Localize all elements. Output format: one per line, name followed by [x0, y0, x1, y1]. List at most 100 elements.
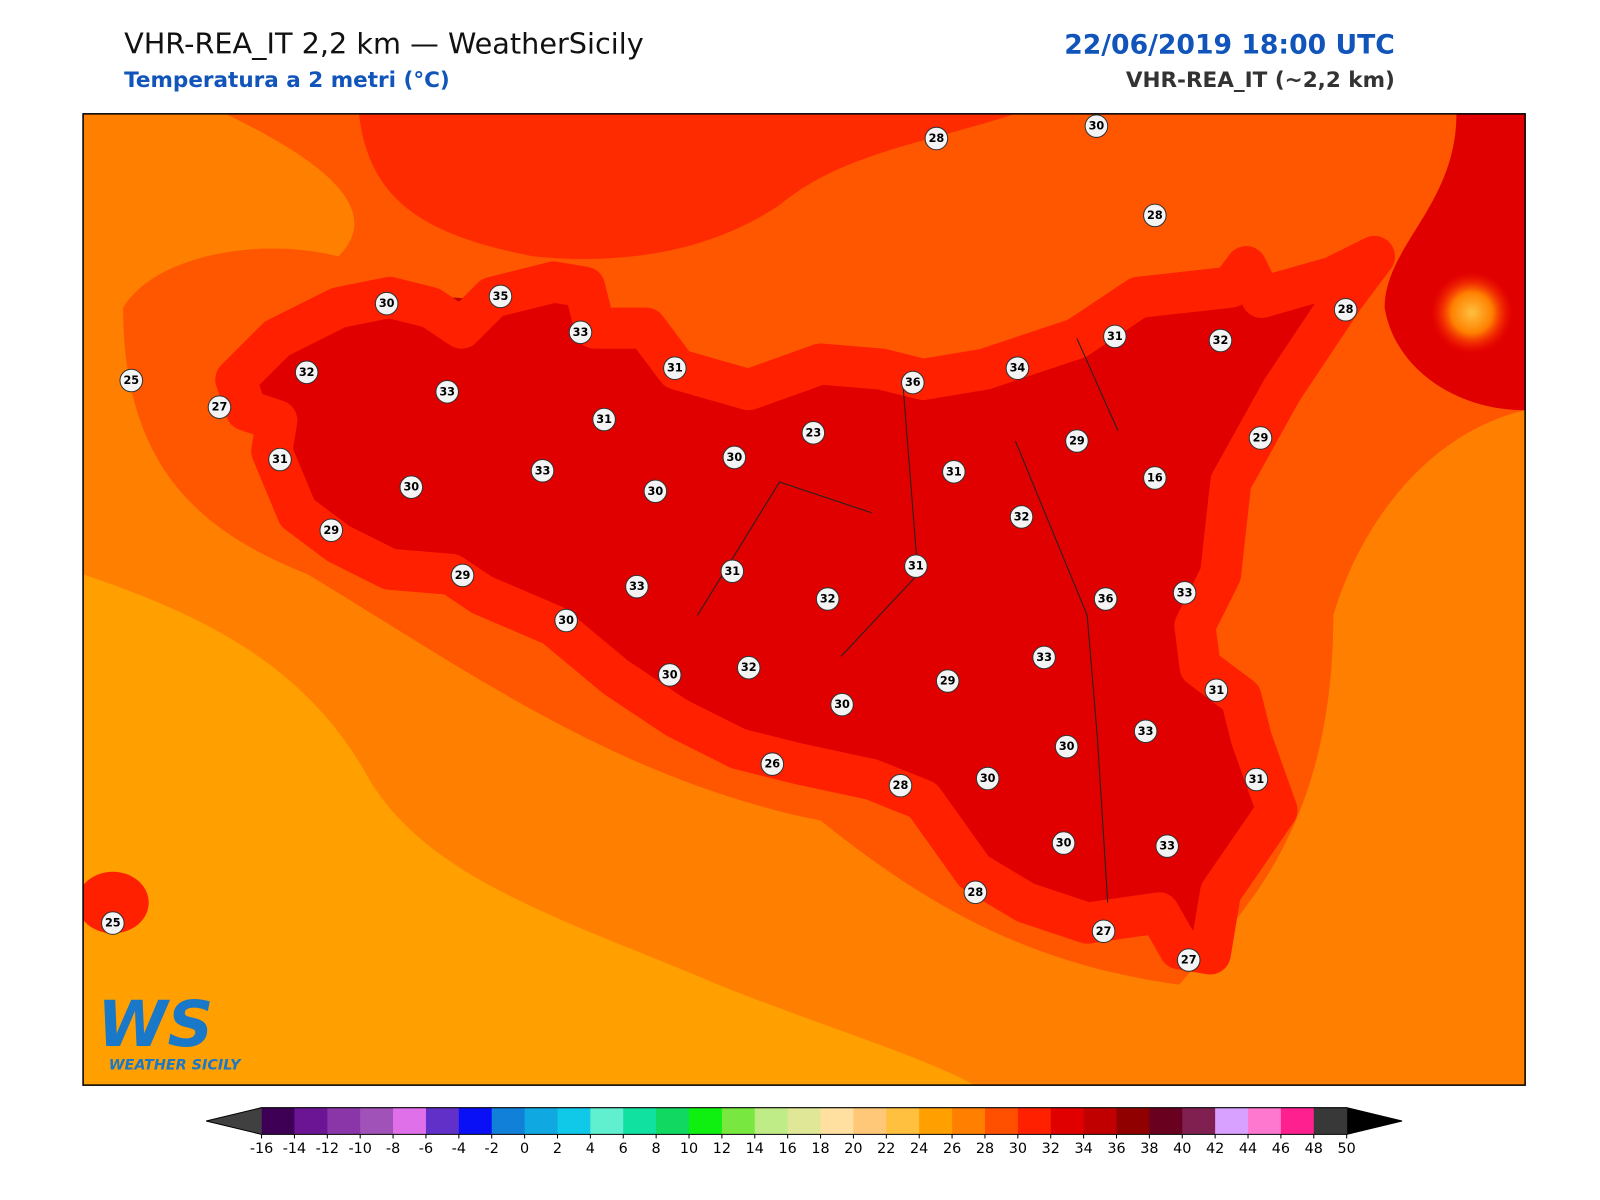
station-marker	[1155, 834, 1179, 858]
station-value: 31	[667, 362, 683, 375]
colorbar-segment	[327, 1107, 361, 1135]
station-value: 27	[212, 401, 228, 414]
station-value: 28	[1147, 209, 1163, 222]
colorbar-segment	[360, 1107, 394, 1135]
station-marker	[1172, 581, 1197, 605]
logo-mark: WS	[97, 987, 213, 1061]
station-marker	[207, 395, 232, 419]
station-marker	[1208, 328, 1233, 353]
colorbar-segment	[491, 1107, 526, 1135]
colorbar-tick-label: 38	[1140, 1141, 1158, 1157]
station-marker	[1244, 767, 1269, 792]
station-value: 27	[1181, 954, 1197, 967]
colorbar-tick-label: 24	[910, 1141, 928, 1157]
station-marker	[888, 773, 913, 798]
station-labels: 28 30 28 30 35 33 32 25 27 33 31 31 36 34 31 32 28 31 30 33…	[101, 114, 1358, 972]
colorbar-segment	[787, 1107, 822, 1135]
colorbar-over	[1346, 1107, 1403, 1135]
station-value: 31	[724, 565, 740, 578]
colorbar-tick-label: 14	[746, 1141, 764, 1157]
station-marker	[1103, 324, 1127, 349]
colorbar-segment	[1083, 1107, 1118, 1135]
colorbar-segment	[1215, 1107, 1249, 1135]
station-value: 30	[558, 614, 574, 627]
station-marker	[374, 291, 399, 316]
colorbar-tick-label: 44	[1239, 1141, 1257, 1157]
station-value: 32	[820, 592, 836, 605]
station-marker	[1333, 297, 1358, 322]
station-value: 30	[834, 698, 850, 711]
station-marker	[399, 475, 424, 499]
colorbar-tick-label: -10	[348, 1141, 371, 1157]
colorbar-tick-label: 40	[1173, 1141, 1191, 1157]
station-marker	[935, 669, 960, 693]
colorbar-under	[206, 1107, 262, 1135]
logo-caption: WEATHER SICILY	[109, 1058, 242, 1074]
station-value: 31	[596, 413, 612, 426]
colorbar-tick-label: 20	[844, 1141, 862, 1157]
model: VHR-REA_IT (~2,2 km)	[1126, 68, 1395, 93]
colorbar-segment	[1182, 1107, 1216, 1135]
station-marker	[1032, 645, 1056, 670]
station-value: 31	[908, 560, 924, 573]
station-marker	[319, 518, 344, 543]
colorbar-segment	[952, 1107, 986, 1135]
station-value: 30	[379, 297, 395, 310]
colorbar-tick-label: 16	[779, 1141, 797, 1157]
station-marker	[101, 911, 125, 935]
colorbar-tick-label: 18	[811, 1141, 829, 1157]
station-value: 33	[535, 464, 551, 477]
colorbar-tick-label: 0	[520, 1141, 529, 1157]
station-value: 30	[1089, 120, 1105, 133]
station-marker	[901, 370, 925, 395]
colorbar-segment	[1116, 1107, 1150, 1135]
station-marker	[488, 284, 513, 309]
colorbar-segment	[458, 1107, 493, 1135]
colorbar-segment	[557, 1107, 591, 1135]
station-marker	[435, 380, 459, 404]
station-value: 29	[1069, 435, 1085, 448]
station-value: 32	[299, 366, 315, 379]
colorbar-segment	[721, 1107, 756, 1135]
map-frame	[82, 113, 1526, 1086]
station-marker	[450, 563, 475, 588]
colorbar-segment	[261, 1107, 295, 1135]
colorbar-segment	[689, 1107, 723, 1135]
station-value: 33	[573, 326, 589, 339]
colorbar-tick-label: 34	[1074, 1141, 1092, 1157]
colorbar-tick-label: 6	[619, 1141, 628, 1157]
station-value: 28	[1338, 303, 1354, 316]
station-value: 33	[1177, 586, 1193, 599]
station-marker	[720, 559, 745, 584]
station-value: 30	[662, 668, 678, 681]
station-marker	[1248, 426, 1273, 450]
station-value: 31	[272, 453, 288, 466]
colorbar-segment	[1313, 1107, 1348, 1135]
station-marker	[625, 574, 649, 599]
station-marker	[801, 421, 826, 445]
colorbar-segment	[754, 1107, 789, 1135]
colorbar-tick-label: -14	[283, 1141, 306, 1157]
colorbar-tick-label: 28	[976, 1141, 994, 1157]
station-value: 33	[1036, 651, 1052, 664]
station-value: 30	[648, 485, 664, 498]
colorbar-segment	[919, 1107, 953, 1135]
station-value: 30	[980, 772, 996, 785]
station-marker	[1133, 719, 1158, 744]
title: VHR-REA_IT 2,2 km — WeatherSicily	[124, 26, 644, 60]
station-marker	[1143, 203, 1167, 228]
station-marker	[1143, 466, 1167, 490]
station-marker	[942, 460, 966, 484]
colorbar-tick-label: -6	[419, 1141, 433, 1157]
station-value: 30	[727, 451, 743, 464]
station-marker	[1093, 587, 1118, 611]
station-marker	[1051, 831, 1076, 855]
colorbar-segment	[1248, 1107, 1282, 1135]
colorbar-tick-label: 2	[553, 1141, 562, 1157]
colorbar-segment	[853, 1107, 887, 1135]
station-value: 16	[1147, 471, 1163, 484]
colorbar-segment	[623, 1107, 657, 1135]
station-marker	[119, 368, 144, 393]
station-marker	[1084, 114, 1109, 138]
station-marker	[568, 320, 593, 345]
